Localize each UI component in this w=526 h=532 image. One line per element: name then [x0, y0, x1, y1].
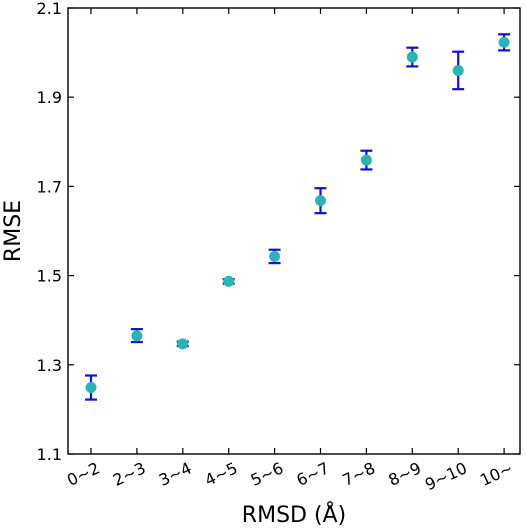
error-bars: [85, 33, 511, 401]
x-axis-ticks: 0~2 2~3 3~4 4~5 5~6 6~7 7~8 8~99~10 10~: [64, 8, 516, 494]
y-tick-label: 1.9: [37, 88, 62, 107]
x-tick-label: 4~5: [202, 458, 241, 489]
x-tick-label: 0~2: [64, 458, 103, 489]
x-tick-label: 5~6: [248, 458, 287, 489]
data-point: [406, 51, 418, 63]
data-point: [131, 330, 143, 342]
x-tick-label: 9~10: [422, 458, 470, 494]
y-tick-label: 1.3: [37, 356, 62, 375]
x-tick-label: 8~9: [385, 458, 424, 489]
data-point: [85, 382, 97, 394]
x-axis-title: RMSD (Å): [242, 501, 346, 528]
data-point: [223, 275, 235, 287]
y-tick-label: 2.1: [37, 0, 62, 18]
plot-frame: [67, 7, 521, 455]
x-tick-label: 3~4: [156, 458, 195, 489]
data-points: [85, 36, 510, 394]
data-point: [360, 154, 372, 166]
data-point: [177, 338, 189, 350]
y-axis-title: RMSE: [1, 200, 26, 262]
x-tick-label: 2~3: [110, 458, 149, 489]
x-tick-label: 6~7: [294, 458, 333, 489]
x-tick-label: 10~: [477, 458, 516, 489]
data-point: [269, 250, 281, 262]
data-point: [498, 36, 510, 48]
y-tick-label: 1.5: [37, 267, 62, 286]
data-point: [452, 64, 464, 76]
y-tick-label: 1.1: [37, 445, 62, 464]
y-axis-ticks: 1.1 1.3 1.5 1.7 1.9 2.1: [37, 0, 520, 464]
y-tick-label: 1.7: [37, 177, 62, 196]
data-point: [315, 195, 326, 207]
x-tick-label: 7~8: [339, 458, 378, 489]
